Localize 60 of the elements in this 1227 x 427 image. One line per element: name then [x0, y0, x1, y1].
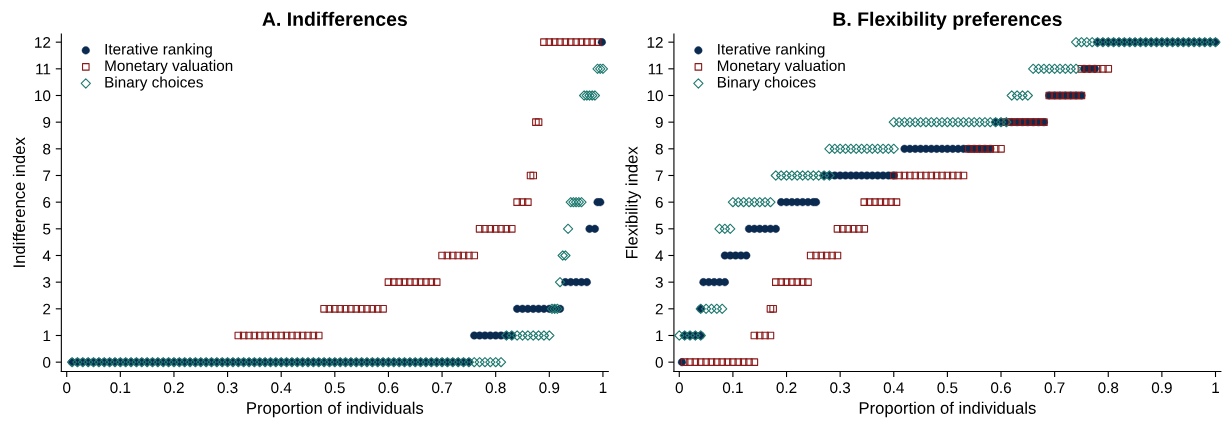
y-tick-label: 9 [655, 117, 663, 128]
y-tick-label: 3 [655, 277, 663, 288]
y-tick-label: 7 [43, 170, 51, 182]
y-tick-label: 8 [43, 143, 51, 155]
y-tick-label: 6 [655, 197, 663, 208]
x-axis-title: Proportion of individuals [247, 401, 424, 418]
x-tick-label: 0.7 [432, 382, 452, 394]
y-tick-label: 9 [43, 117, 51, 128]
x-tick-label: 0.2 [163, 382, 184, 394]
y-tick-label: 10 [35, 90, 51, 102]
x-tick-label: 0.5 [937, 382, 958, 394]
y-tick-label: 4 [655, 250, 664, 262]
y-tick-label: 5 [655, 223, 663, 235]
y-tick-label: 2 [655, 303, 663, 315]
legend-label: Iterative ranking [718, 43, 825, 58]
x-tick-label: 0.5 [324, 382, 345, 394]
y-tick-label: 8 [655, 143, 663, 155]
x-tick-label: 1 [599, 382, 607, 393]
y-tick-label: 11 [648, 63, 663, 75]
x-axis-title: Proportion of individuals [859, 401, 1036, 418]
x-tick-label: 0.3 [830, 382, 851, 394]
y-tick-label: 3 [43, 277, 51, 288]
chart-title: B. Flexibility preferences [833, 11, 1062, 30]
y-axis-title: Flexibility index [625, 146, 641, 258]
x-tick-label: 0.7 [1044, 382, 1065, 394]
x-tick-label: 0.6 [990, 382, 1011, 394]
y-tick-label: 12 [647, 37, 663, 48]
x-tick-label: 0.9 [1151, 382, 1172, 394]
y-tick-label: 1 [656, 330, 663, 342]
y-tick-label: 6 [43, 197, 51, 208]
x-tick-label: 0 [675, 382, 683, 394]
y-axis-title: Indifference index [12, 137, 26, 267]
x-tick-label: 0.3 [217, 382, 238, 394]
y-tick-label: 7 [655, 170, 663, 182]
x-tick-label: 0.2 [776, 382, 797, 394]
legend-label: Binary choices [105, 76, 203, 91]
x-tick-label: 0.8 [485, 382, 506, 394]
x-tick-label: 0.4 [883, 382, 904, 394]
x-tick-label: 0.1 [110, 382, 131, 394]
x-tick-label: 0.4 [271, 382, 292, 394]
y-tick-label: 10 [647, 90, 663, 102]
x-tick-label: 0.1 [722, 382, 743, 394]
chart-title: A. Indifferences [262, 11, 407, 27]
legend-label: Binary choices [717, 76, 816, 91]
legend-label: Monetary valuation [717, 59, 845, 75]
y-tick-label: 1 [43, 330, 51, 342]
y-tick-label: 2 [43, 303, 51, 315]
y-tick-label: 12 [35, 37, 51, 48]
x-tick-label: 0.9 [539, 382, 560, 394]
y-tick-label: 0 [43, 357, 51, 368]
x-tick-label: 0 [63, 382, 71, 394]
y-tick-label: 4 [42, 250, 51, 262]
y-tick-label: 5 [43, 223, 51, 235]
x-tick-label: 1 [1212, 382, 1220, 393]
legend-label: Iterative ranking [105, 43, 212, 58]
x-tick-label: 0.8 [1098, 382, 1119, 394]
y-tick-label: 11 [36, 63, 51, 75]
y-tick-label: 0 [655, 357, 663, 368]
x-tick-label: 0.6 [378, 382, 399, 394]
legend-label: Monetary valuation [105, 59, 233, 75]
